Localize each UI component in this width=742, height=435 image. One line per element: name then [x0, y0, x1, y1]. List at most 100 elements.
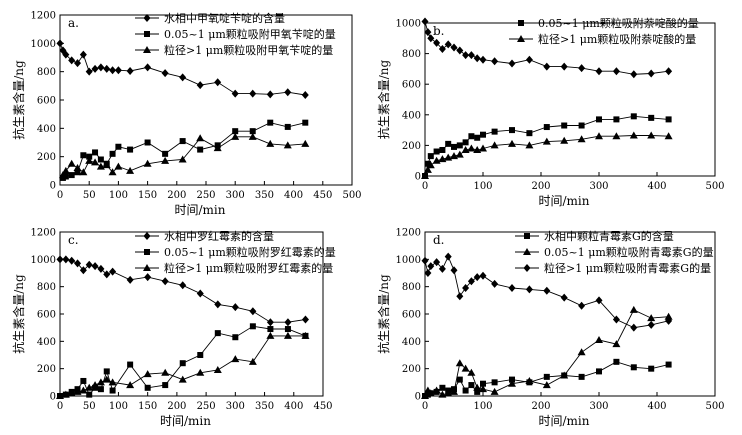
- x-axis-label: 时间/min: [539, 194, 590, 208]
- data-point: [284, 318, 292, 327]
- data-point: [509, 127, 515, 134]
- data-point: [283, 331, 292, 339]
- y-tick-label: 1000: [31, 255, 56, 266]
- y-tick-label: 800: [37, 67, 56, 78]
- x-tick-label: 100: [473, 181, 492, 192]
- data-point: [249, 323, 256, 330]
- data-point: [249, 307, 257, 316]
- data-point: [248, 357, 257, 365]
- data-point: [114, 162, 123, 170]
- legend-entry: 0.05~1 μm颗粒吸附青霉素G的量: [544, 245, 714, 259]
- data-point: [560, 136, 569, 144]
- data-point: [114, 66, 122, 75]
- data-point: [561, 122, 568, 129]
- data-point: [127, 361, 134, 368]
- data-point: [508, 139, 516, 147]
- data-point: [56, 392, 64, 399]
- y-tick-label: 0: [50, 181, 56, 192]
- data-point: [115, 143, 122, 150]
- data-point: [86, 153, 93, 160]
- data-point: [468, 382, 475, 389]
- data-point: [438, 264, 446, 273]
- legend-marker: [144, 249, 150, 255]
- legend-entry: 粒径>1 μm颗粒吸附萘啶酸的量: [538, 32, 696, 46]
- x-tick-label: 350: [255, 190, 274, 201]
- data-point: [67, 159, 76, 167]
- data-point: [108, 168, 117, 176]
- data-point: [91, 381, 100, 389]
- y-tick-label: 0: [415, 172, 421, 183]
- x-tick-label: 0: [422, 401, 428, 412]
- data-point: [61, 390, 70, 398]
- data-point: [109, 267, 117, 276]
- data-point: [214, 78, 222, 87]
- y-tick-label: 600: [37, 310, 56, 321]
- x-tick-label: 150: [138, 401, 157, 412]
- x-tick-label: 50: [83, 190, 96, 201]
- x-tick-label: 400: [284, 401, 303, 412]
- data-point: [196, 134, 205, 142]
- data-point: [462, 139, 469, 146]
- x-tick-label: 500: [705, 181, 724, 192]
- data-point: [665, 116, 672, 123]
- data-point: [284, 88, 292, 97]
- data-point: [109, 387, 116, 394]
- data-point: [595, 67, 603, 76]
- data-point: [97, 156, 104, 163]
- data-point: [479, 271, 487, 280]
- data-point: [179, 138, 186, 145]
- data-point: [508, 379, 516, 387]
- data-point: [91, 262, 99, 271]
- data-point: [96, 162, 105, 170]
- series-1: [56, 39, 309, 100]
- data-point: [231, 132, 240, 140]
- data-point: [161, 277, 169, 286]
- data-point: [56, 255, 64, 264]
- data-point: [647, 69, 655, 78]
- y-tick-label: 0: [50, 392, 56, 403]
- chart-panel-4: 0 100 200 300 400 500 0 200 400 600 800 1000 1200 时间/…: [376, 228, 725, 429]
- y-axis-label: 抗生素含量/ng: [11, 274, 26, 354]
- data-point: [491, 128, 498, 135]
- data-point: [178, 375, 187, 383]
- data-point: [473, 383, 482, 391]
- y-tick-label: 600: [402, 80, 421, 91]
- legend-marker: [523, 264, 531, 272]
- data-point: [433, 258, 441, 267]
- data-point: [108, 378, 117, 386]
- x-tick-label: 100: [109, 401, 128, 412]
- data-point: [462, 284, 470, 293]
- x-axis-label: 时间/min: [539, 414, 590, 428]
- y-tick-label: 800: [402, 282, 421, 293]
- data-point: [479, 385, 487, 393]
- data-point: [542, 381, 551, 389]
- data-point: [423, 165, 432, 173]
- y-tick-label: 200: [402, 141, 421, 152]
- series-1: [56, 255, 309, 327]
- x-tick-label: 400: [284, 190, 303, 201]
- data-point: [480, 380, 486, 387]
- data-point: [249, 128, 256, 135]
- data-point: [612, 315, 620, 324]
- data-point: [490, 141, 499, 149]
- data-point: [196, 81, 204, 90]
- y-tick-label: 200: [37, 152, 56, 163]
- data-point: [560, 371, 569, 379]
- data-point: [630, 70, 638, 79]
- series-2: [421, 305, 673, 399]
- legend-marker: [523, 248, 531, 255]
- data-point: [143, 370, 152, 378]
- data-point: [79, 386, 88, 394]
- data-point: [450, 266, 458, 275]
- data-point: [79, 266, 87, 275]
- legend-marker: [144, 31, 150, 37]
- y-tick-label: 600: [37, 96, 56, 107]
- x-tick-label: 200: [167, 190, 186, 201]
- data-point: [85, 260, 93, 269]
- data-point: [612, 67, 620, 76]
- panel-label: d.: [433, 233, 445, 247]
- data-point: [68, 256, 76, 265]
- x-tick-label: 500: [705, 401, 724, 412]
- data-point: [525, 141, 534, 149]
